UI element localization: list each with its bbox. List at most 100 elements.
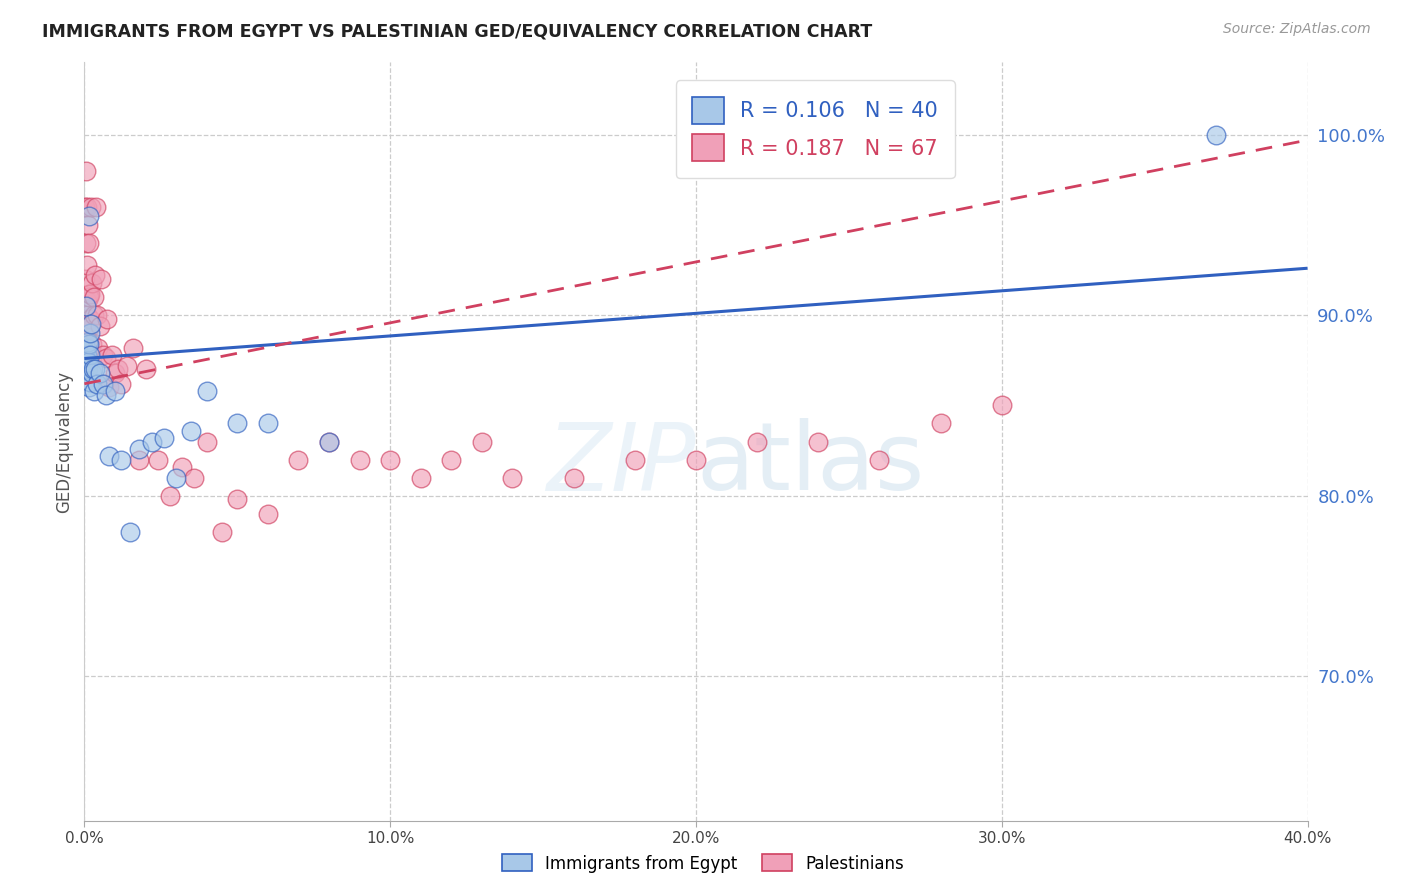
Legend: Immigrants from Egypt, Palestinians: Immigrants from Egypt, Palestinians xyxy=(495,847,911,880)
Point xyxy=(84,362,107,376)
Point xyxy=(76,293,98,308)
Point xyxy=(807,434,830,449)
Point xyxy=(83,384,105,398)
Point xyxy=(104,366,127,380)
Point xyxy=(77,362,100,376)
Point xyxy=(77,209,100,223)
Point xyxy=(79,311,101,326)
Point xyxy=(502,470,524,484)
Point xyxy=(79,375,101,389)
Point xyxy=(75,200,97,214)
Point xyxy=(97,449,120,463)
Point xyxy=(75,163,97,178)
Point xyxy=(94,351,117,366)
Point xyxy=(76,366,98,380)
Point xyxy=(869,452,891,467)
Point xyxy=(380,452,402,467)
Point xyxy=(96,311,118,326)
Point xyxy=(86,308,108,322)
Point xyxy=(226,417,249,431)
Point xyxy=(257,417,280,431)
Point xyxy=(84,268,107,283)
Point xyxy=(287,452,309,467)
Point xyxy=(94,387,117,401)
Point xyxy=(75,235,97,250)
Point xyxy=(79,286,101,301)
Point xyxy=(86,376,108,391)
Point xyxy=(76,359,98,373)
Point xyxy=(75,341,97,355)
Point xyxy=(747,434,769,449)
Text: Source: ZipAtlas.com: Source: ZipAtlas.com xyxy=(1223,22,1371,37)
Point xyxy=(120,524,142,539)
Point xyxy=(110,452,132,467)
Point xyxy=(153,431,176,445)
Point xyxy=(77,286,100,301)
Point xyxy=(91,348,114,362)
Point xyxy=(226,492,249,507)
Point xyxy=(82,348,104,362)
Point xyxy=(73,344,96,359)
Point xyxy=(73,272,96,286)
Point xyxy=(76,308,98,322)
Point xyxy=(82,362,104,376)
Point xyxy=(97,380,120,394)
Point xyxy=(128,442,150,456)
Text: IMMIGRANTS FROM EGYPT VS PALESTINIAN GED/EQUIVALENCY CORRELATION CHART: IMMIGRANTS FROM EGYPT VS PALESTINIAN GED… xyxy=(42,22,873,40)
Point xyxy=(165,470,187,484)
Point xyxy=(318,434,340,449)
Point xyxy=(79,348,101,362)
Point xyxy=(929,417,952,431)
Point xyxy=(77,337,100,351)
Y-axis label: GED/Equivalency: GED/Equivalency xyxy=(55,370,73,513)
Legend: R = 0.106   N = 40, R = 0.187   N = 67: R = 0.106 N = 40, R = 0.187 N = 67 xyxy=(676,80,955,178)
Point xyxy=(685,452,707,467)
Point xyxy=(76,323,98,337)
Point xyxy=(624,452,647,467)
Point xyxy=(80,337,103,351)
Point xyxy=(76,353,98,368)
Point xyxy=(471,434,494,449)
Point xyxy=(77,235,100,250)
Point xyxy=(77,380,100,394)
Point xyxy=(159,489,181,503)
Point xyxy=(107,362,129,376)
Point xyxy=(75,299,97,313)
Point xyxy=(318,434,340,449)
Point xyxy=(128,452,150,467)
Point xyxy=(82,276,104,290)
Point xyxy=(135,362,157,376)
Point xyxy=(1205,128,1227,142)
Point xyxy=(93,376,115,391)
Point xyxy=(76,258,98,272)
Point xyxy=(90,272,112,286)
Point xyxy=(211,524,233,539)
Point xyxy=(180,424,202,438)
Point xyxy=(80,366,103,380)
Point xyxy=(80,317,103,331)
Point xyxy=(77,355,100,369)
Point xyxy=(84,200,107,214)
Point xyxy=(80,200,103,214)
Text: ZIP: ZIP xyxy=(547,418,696,510)
Point xyxy=(76,200,98,214)
Point xyxy=(141,434,163,449)
Point xyxy=(183,470,205,484)
Point xyxy=(409,470,432,484)
Point xyxy=(77,218,100,232)
Point xyxy=(89,318,111,333)
Point xyxy=(349,452,371,467)
Point xyxy=(440,452,463,467)
Point xyxy=(87,341,110,355)
Point xyxy=(89,366,111,380)
Point xyxy=(110,376,132,391)
Point xyxy=(77,341,100,355)
Point xyxy=(77,290,100,304)
Point xyxy=(91,376,114,391)
Point xyxy=(83,308,105,322)
Point xyxy=(257,507,280,521)
Point xyxy=(76,348,98,362)
Point xyxy=(115,359,138,373)
Point xyxy=(104,384,127,398)
Point xyxy=(195,434,218,449)
